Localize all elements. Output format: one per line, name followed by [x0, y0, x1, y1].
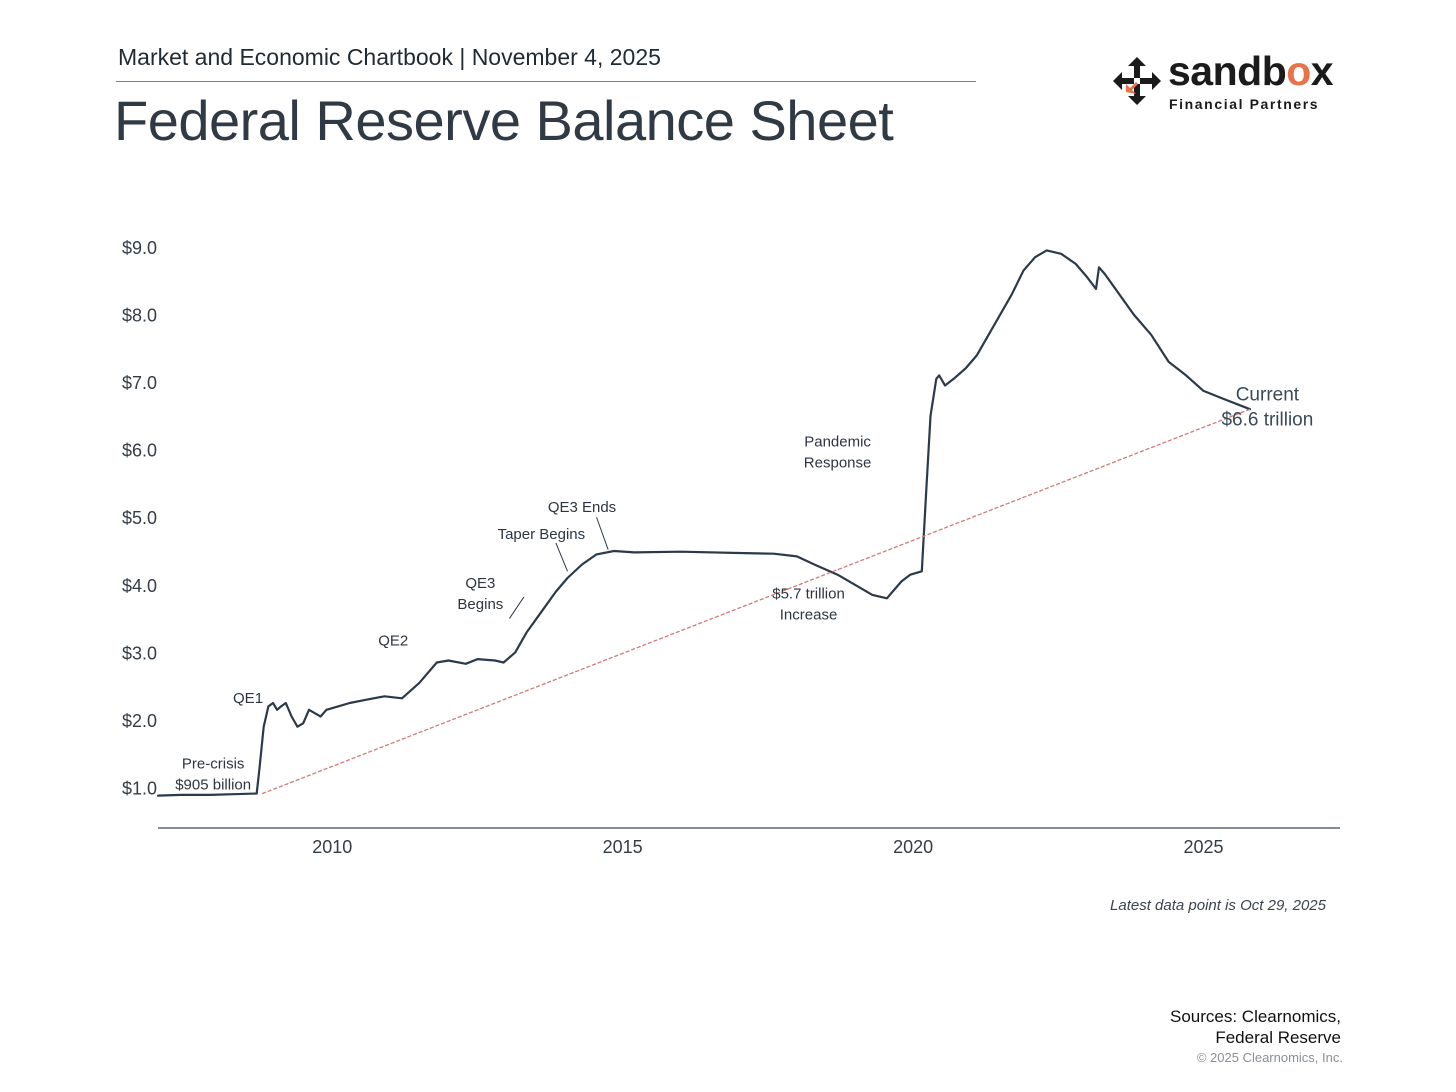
chart-annotation: Taper Begins — [498, 526, 586, 543]
annotation-line: $905 billion — [175, 777, 251, 794]
trend-line — [261, 408, 1251, 795]
x-tick-label: 2025 — [1183, 837, 1223, 857]
x-tick-label: 2015 — [603, 837, 643, 857]
chart-annotation: $5.7 trillion Increase — [772, 585, 845, 623]
latest-data-note: Latest data point is Oct 29, 2025 — [1110, 897, 1326, 914]
y-tick-label: $1.0 — [122, 778, 157, 798]
annotation-line: $6.6 trillion — [1221, 409, 1313, 430]
y-tick-label: $8.0 — [122, 306, 157, 326]
annotation-line: Response — [804, 454, 872, 471]
annotation-line: Begins — [457, 596, 503, 613]
y-tick-label: $5.0 — [122, 508, 157, 528]
y-tick-label: $7.0 — [122, 373, 157, 393]
y-tick-label: $6.0 — [122, 441, 157, 461]
chart-annotation: QE3 Begins — [457, 575, 503, 613]
annotation-line: QE3 Ends — [548, 499, 616, 516]
chart-annotation: QE1 — [233, 690, 263, 707]
chartbook-subtitle: Market and Economic Chartbook | November… — [118, 44, 661, 70]
copyright: © 2025 Clearnomics, Inc. — [1196, 1050, 1343, 1065]
annotation-line: Increase — [780, 606, 838, 623]
y-tick-label: $4.0 — [122, 576, 157, 596]
annotation-line: QE2 — [378, 633, 408, 650]
sandbox-logo: sandbox Financial Partners — [1112, 48, 1334, 114]
x-tick-label: 2020 — [893, 837, 933, 857]
annotation-leader — [596, 517, 609, 550]
balance-sheet-line — [156, 249, 1252, 797]
annotation-leader — [555, 542, 568, 572]
annotation-line: $5.7 trillion — [772, 585, 845, 602]
logo-tagline: Financial Partners — [1169, 96, 1320, 112]
x-tick-label: 2010 — [312, 837, 352, 857]
chart-annotation: Pandemic Response — [804, 433, 872, 471]
page-title: Federal Reserve Balance Sheet — [114, 89, 894, 152]
chart-annotation: Pre-crisis $905 billion — [175, 756, 251, 794]
annotation-line: QE1 — [233, 690, 263, 707]
header-divider — [116, 81, 976, 82]
annotation-line: Current — [1236, 384, 1300, 405]
y-tick-label: $3.0 — [122, 643, 157, 663]
annotation-line: QE3 — [465, 575, 495, 592]
annotation-leader — [508, 596, 525, 619]
sources-line-1: Sources: Clearnomics, — [1169, 1007, 1341, 1026]
arrows-compass-icon — [1113, 57, 1161, 105]
y-tick-label: $9.0 — [122, 238, 157, 258]
chart-annotation: QE3 Ends — [548, 499, 616, 516]
chart-annotation: QE2 — [378, 633, 408, 650]
annotation-line: Taper Begins — [498, 526, 586, 543]
y-tick-label: $2.0 — [122, 711, 157, 731]
sources-line-2: Federal Reserve — [1215, 1028, 1341, 1047]
annotation-line: Pre-crisis — [182, 756, 245, 773]
sources: Sources: Clearnomics, Federal Reserve — [1170, 1006, 1341, 1048]
annotation-line: Pandemic — [804, 433, 871, 450]
chart-annotation: Current $6.6 trillion — [1221, 384, 1313, 430]
logo-wordmark: sandbox — [1168, 48, 1334, 94]
